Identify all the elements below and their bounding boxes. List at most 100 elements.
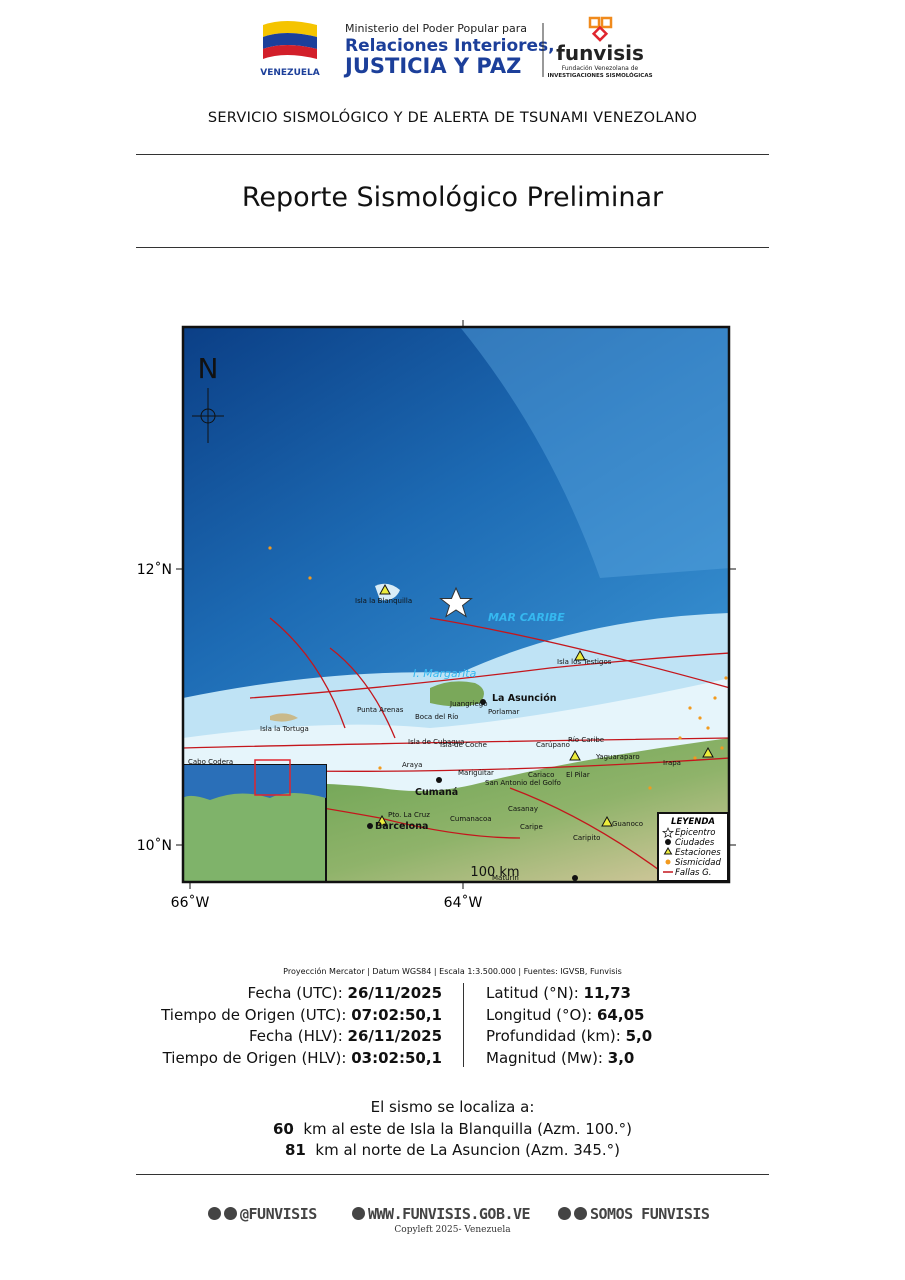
north-label: N xyxy=(198,352,219,385)
map: LEYENDA Epicentro Ciudades Estaciones Si… xyxy=(137,320,736,911)
detail-label: Latitud (°N): xyxy=(486,984,579,1002)
legend-symbol xyxy=(661,827,675,839)
map-frame xyxy=(181,325,731,884)
detail-row: Profundidad (km): 5,0 xyxy=(486,1026,652,1048)
detail-value: 26/11/2025 xyxy=(347,1027,442,1045)
place: Isla la Blanquilla xyxy=(355,597,412,605)
report-title: Reporte Sismológico Preliminar xyxy=(241,182,664,213)
location: El sismo se localiza a: 60 km al este de… xyxy=(0,1097,905,1162)
funvisis-sub: INVESTIGACIONES SISMOLÓGICAS xyxy=(547,72,652,79)
footer-text: WWW.FUNVISIS.GOB.VE xyxy=(368,1205,531,1223)
detail-label: Magnitud (Mw): xyxy=(486,1048,603,1067)
place: Juangriego xyxy=(449,700,488,708)
north-arrow xyxy=(200,408,216,424)
place: Punta Arenas xyxy=(357,706,404,714)
icon xyxy=(558,1207,571,1220)
place: Cumanacoa xyxy=(450,815,492,823)
detail-label: Tiempo de Origen (UTC): xyxy=(161,1005,347,1024)
logo-square xyxy=(591,25,609,42)
place-labels: Isla la Blanquilla MAR CARIBE Isla los T… xyxy=(188,597,681,882)
footer-text: @FUNVISIS xyxy=(240,1205,317,1223)
place: Isla la Tortuga xyxy=(260,725,309,733)
place: La Asunción xyxy=(492,693,557,704)
logo-square xyxy=(588,16,601,29)
service-name: SERVICIO SISMOLÓGICO Y DE ALERTA DE TSUN… xyxy=(207,110,698,126)
location-intro: El sismo se localiza a: xyxy=(370,1098,535,1116)
island xyxy=(270,713,298,722)
detail-label: Longitud (°O): xyxy=(486,1005,593,1024)
detail-value: 11,73 xyxy=(583,984,631,1002)
detail-label: Fecha (UTC): xyxy=(247,984,343,1002)
epicentre xyxy=(439,586,473,618)
detail-value: 64,05 xyxy=(597,1005,645,1024)
place: San Antonio del Golfo xyxy=(485,779,561,787)
footer-text: SOMOS FUNVISIS xyxy=(590,1205,710,1223)
lon-label: 66˚W xyxy=(171,894,210,911)
location-text: km al este de Isla la Blanquilla (Azm. 1… xyxy=(303,1119,633,1138)
legend-title: LEYENDA xyxy=(671,817,715,827)
map-caption: Proyección Mercator | Datum WGS84 | Esca… xyxy=(283,967,622,976)
scale-label: 100 km xyxy=(470,865,519,880)
legend-item: Ciudades xyxy=(675,838,715,848)
legend-item: Epicentro xyxy=(675,828,715,838)
detail-row: Tiempo de Origen (HLV): 03:02:50,1 xyxy=(161,1048,442,1070)
details-right: Latitud (°N): 11,73 Longitud (°O): 64,05 P… xyxy=(486,983,652,1069)
lon-label: 64˚W xyxy=(444,894,483,911)
detail-label: Tiempo de Origen (HLV): xyxy=(162,1048,347,1067)
detail-row: Longitud (°O): 64,05 xyxy=(486,1005,652,1027)
place: Maturín xyxy=(492,874,519,882)
place: Cabo Codera xyxy=(188,758,233,766)
header-logos: VENEZUELA Ministerio del Poder Popular p… xyxy=(260,16,653,79)
place: Caripito xyxy=(573,834,600,842)
place: Cariaco xyxy=(528,771,554,779)
place: MAR CARIBE xyxy=(488,611,565,624)
seismicity xyxy=(268,546,728,790)
detail-row: Latitud (°N): 11,73 xyxy=(486,983,652,1005)
place: Isla de Cubagua xyxy=(408,738,464,746)
legend-symbol xyxy=(663,847,673,855)
flag-red xyxy=(263,45,317,59)
detail-label: Profundidad (km): xyxy=(486,1027,621,1045)
place: Carúpano xyxy=(536,741,570,749)
details-left: Fecha (UTC): 26/11/2025 Tiempo de Origen … xyxy=(161,983,442,1069)
graticule-ticks xyxy=(176,320,736,889)
icon xyxy=(352,1207,365,1220)
icon xyxy=(208,1207,221,1220)
place: Porlamar xyxy=(488,708,519,716)
location-line: 60 km al este de Isla la Blanquilla (Azm… xyxy=(0,1119,905,1141)
place: Barcelona xyxy=(375,821,428,832)
detail-row: Fecha (UTC): 26/11/2025 xyxy=(161,983,442,1005)
legend-item: Sismicidad xyxy=(675,858,721,868)
divider xyxy=(463,983,464,1067)
footer-social: @FUNVISIS xyxy=(208,1205,317,1223)
shallow xyxy=(460,327,729,578)
ministry-line: Relaciones Interiores, xyxy=(345,36,555,56)
place: Yaguaraparo xyxy=(595,753,640,761)
place: El Pilar xyxy=(566,771,590,779)
cities xyxy=(367,699,578,881)
detail-label: Fecha (HLV): xyxy=(249,1027,343,1045)
place: Marigüitar xyxy=(458,769,494,777)
detail-row: Magnitud (Mw): 3,0 xyxy=(486,1048,652,1070)
copyleft: Copyleft 2025- Venezuela xyxy=(394,1225,511,1235)
detail-value: 07:02:50,1 xyxy=(351,1005,442,1024)
inset-frame xyxy=(254,759,291,796)
detail-value: 3,0 xyxy=(607,1048,635,1067)
icon xyxy=(574,1207,587,1220)
place: Isla de Coche xyxy=(440,741,487,749)
detail-value: 26/11/2025 xyxy=(347,984,442,1002)
flag-blue xyxy=(263,33,317,49)
rule xyxy=(136,154,769,155)
legend-symbol xyxy=(665,859,671,865)
place: Irapa xyxy=(663,759,681,767)
lat-label: 10˚N xyxy=(137,837,172,854)
place: Guanoco xyxy=(612,820,643,828)
footer-web: WWW.FUNVISIS.GOB.VE xyxy=(352,1205,531,1223)
rule xyxy=(136,1174,769,1175)
place: Caripe xyxy=(520,823,543,831)
detail-value: 03:02:50,1 xyxy=(351,1048,442,1067)
island xyxy=(430,681,484,707)
logo-square xyxy=(600,16,613,29)
ministry-line: Ministerio del Poder Popular para xyxy=(345,22,527,35)
